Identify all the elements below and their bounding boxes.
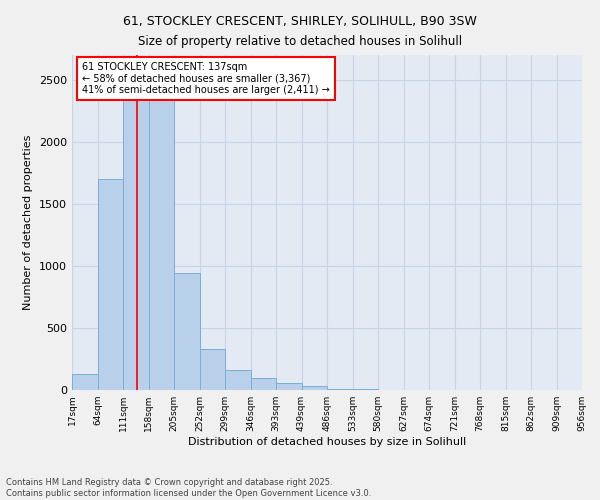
- Bar: [97, 179, 123, 390]
- Text: 61, STOCKLEY CRESCENT, SHIRLEY, SOLIHULL, B90 3SW: 61, STOCKLEY CRESCENT, SHIRLEY, SOLIHULL…: [123, 15, 477, 28]
- Text: Size of property relative to detached houses in Solihull: Size of property relative to detached ho…: [138, 35, 462, 48]
- X-axis label: Distribution of detached houses by size in Solihull: Distribution of detached houses by size …: [188, 437, 466, 447]
- Bar: [225, 370, 251, 390]
- Bar: [149, 92, 174, 390]
- Text: 61 STOCKLEY CRESCENT: 137sqm
← 58% of detached houses are smaller (3,367)
41% of: 61 STOCKLEY CRESCENT: 137sqm ← 58% of de…: [82, 62, 330, 95]
- Bar: [123, 92, 149, 390]
- Text: Contains HM Land Registry data © Crown copyright and database right 2025.
Contai: Contains HM Land Registry data © Crown c…: [6, 478, 371, 498]
- Y-axis label: Number of detached properties: Number of detached properties: [23, 135, 34, 310]
- Bar: [251, 378, 276, 390]
- Bar: [327, 389, 353, 390]
- Bar: [72, 374, 97, 390]
- Bar: [276, 383, 302, 390]
- Bar: [302, 386, 327, 390]
- Bar: [174, 274, 199, 390]
- Bar: [199, 349, 225, 390]
